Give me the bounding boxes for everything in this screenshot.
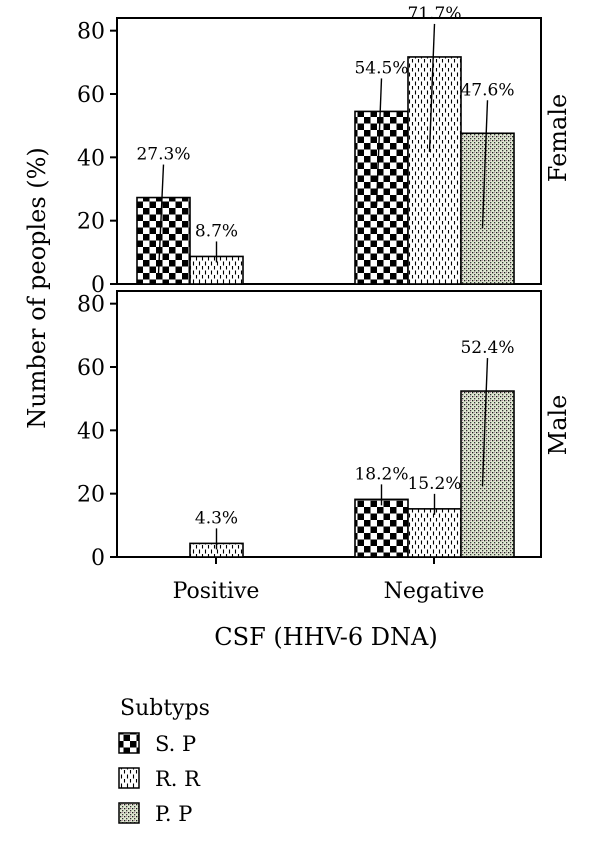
legend-swatch-sp [118,732,140,754]
y-tick-label-male-60: 60 [77,356,105,381]
bar-female-positive-s-p-leader-line [157,164,165,275]
y-tick-label-male-0: 0 [91,546,105,571]
y-tick-label-male-80: 80 [77,293,105,318]
panel-frame-male [116,290,542,558]
y-tick-label-male-20: 20 [77,483,105,508]
bar-male-negative-r-r [407,508,462,558]
legend-item-sp: S. P [118,732,196,756]
bar-female-positive-r-r-label: 8.7% [195,221,238,241]
legend-item-rr: R. R [118,767,201,791]
bar-female-negative-s-p [354,110,409,285]
bar-female-negative-r-r-label: 71.7% [407,4,461,24]
facet-label-male: Male [544,395,572,456]
y-tick-label-female-20: 20 [77,210,105,235]
y-tick-label-female-40: 40 [77,146,105,171]
x-tick-label-positive: Positive [173,579,260,604]
legend-title: Subtyps [120,696,210,721]
bar-female-negative-p-p [460,132,515,285]
bar-male-negative-p-p-label: 52.4% [460,338,514,358]
bar-female-negative-r-r-leader-line [428,23,436,152]
x-axis-title: CSF (HHV-6 DNA) [214,623,437,651]
panel-frame-female [116,17,542,285]
bar-male-negative-s-p-label: 18.2% [354,464,408,484]
legend-swatch-rr [118,767,140,789]
bar-male-negative-s-p [354,498,409,558]
legend-label-sp: S. P [155,732,196,756]
bar-female-negative-s-p-label: 54.5% [354,58,408,78]
x-tick-label-negative: Negative [384,579,485,604]
bar-male-negative-p-p-leader-line [481,358,489,487]
panels-layer: 0 20 40 60 80 27.3% 54.5% 8.7% 71.7% 47.6% 0 20 40 60… [77,4,542,571]
y-tick-label-male-40: 40 [77,419,105,444]
bar-female-positive-s-p-label: 27.3% [136,145,190,165]
bar-male-positive-r-r-label: 4.3% [195,508,238,528]
legend-item-pp: P. P [118,802,192,826]
bar-female-positive-s-p [136,196,191,285]
legend-label-rr: R. R [155,767,201,791]
bar-female-negative-p-p-label: 47.6% [460,80,514,100]
bar-female-negative-s-p-leader-line [375,78,383,207]
facet-label-female: Female [544,94,572,183]
y-tick-label-female-0: 0 [91,273,105,298]
bar-male-negative-r-r-label: 15.2% [407,474,461,494]
y-tick-label-female-80: 80 [77,20,105,45]
y-tick-label-female-60: 60 [77,83,105,108]
legend-label-pp: P. P [155,802,192,826]
bar-male-negative-p-p [460,390,515,558]
bar-female-negative-r-r [407,56,462,285]
legend-swatch-pp [118,802,140,824]
y-axis-title: Number of peoples (%) [23,147,51,429]
bar-female-negative-p-p-leader-line [481,100,489,229]
